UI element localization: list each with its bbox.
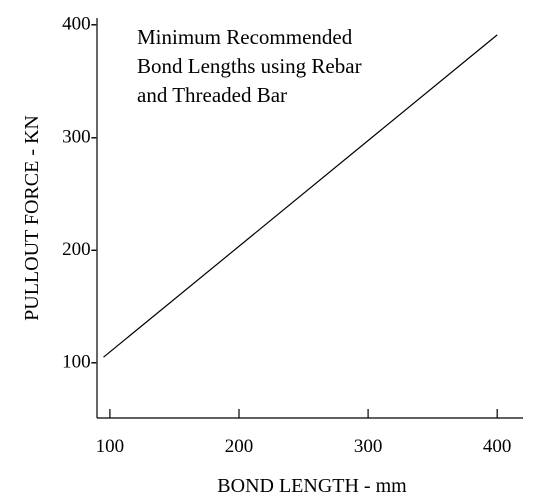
x-tick-label: 200: [225, 436, 254, 457]
chart-axes: [96, 18, 523, 419]
y-tick-label: 400-: [62, 14, 97, 35]
chart-title-line: Bond Lengths using Rebar: [137, 54, 362, 78]
chart-title-line: Minimum Recommended: [137, 25, 353, 49]
x-tick-label: 400: [483, 436, 512, 457]
x-axis-title: BOND LENGTH - mm: [217, 475, 407, 497]
x-tick-label: 100: [96, 436, 125, 457]
y-tick-label: 100-: [62, 352, 97, 373]
chart-ticks: 100 200 300 400 100- 200- 300- 400-: [62, 14, 511, 457]
y-tick-label: 200-: [62, 239, 97, 260]
x-tick-label: 300: [354, 436, 383, 457]
series-line: [103, 34, 498, 358]
chart-title-line: and Threaded Bar: [137, 83, 287, 107]
chart-series: [103, 34, 498, 358]
y-axis-title: PULLOUT FORCE - KN: [21, 115, 43, 321]
chart-title: Minimum Recommended Bond Lengths using Re…: [137, 25, 362, 107]
y-tick-label: 300-: [62, 126, 97, 147]
